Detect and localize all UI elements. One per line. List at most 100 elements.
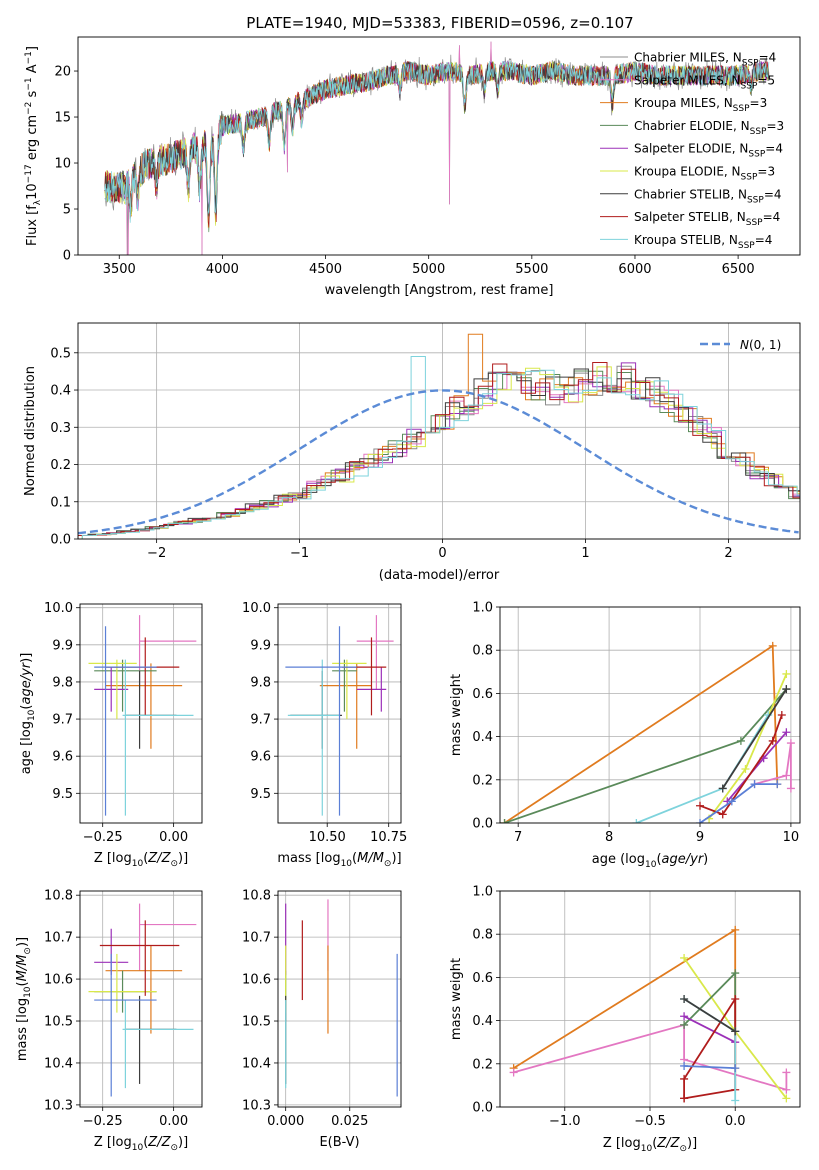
mass-vs-ebv-ytick-label: 10.7 bbox=[242, 931, 271, 946]
label-part: , N bbox=[729, 210, 746, 224]
label-part: ( bbox=[15, 981, 30, 986]
weight-vs-Z-xtick-label: −0.5 bbox=[634, 1114, 666, 1129]
label-part: 10 bbox=[641, 1144, 653, 1154]
spectrum-frame bbox=[77, 36, 801, 256]
mass-vs-Z-ytick-label: 10.4 bbox=[44, 1056, 73, 1071]
label-part: −1 bbox=[24, 51, 34, 64]
mass-vs-Z-ytick-label: 10.7 bbox=[44, 931, 73, 946]
mass-vs-Z-frame bbox=[79, 890, 203, 1108]
weight-vs-Z-point-marker bbox=[680, 1012, 689, 1021]
weight-vs-age-ytick-label: 0.2 bbox=[472, 773, 493, 788]
label-part: ( bbox=[143, 851, 148, 866]
weight-vs-Z-ytick-label: 1.0 bbox=[472, 885, 493, 900]
label-part: Z [log bbox=[603, 1136, 641, 1151]
age-vs-mass-ytick-label: 9.7 bbox=[250, 713, 271, 728]
weight-vs-Z-point-marker bbox=[731, 995, 740, 1003]
label-part: ( bbox=[352, 851, 357, 866]
weight-vs-age-series-line bbox=[699, 714, 783, 816]
label-part: ⊙ bbox=[170, 1143, 178, 1153]
residuals-ytick-label: 0.1 bbox=[50, 495, 71, 510]
spectrum-legend-nssp: , NSSP=4 bbox=[732, 142, 783, 160]
label-part: )] bbox=[687, 1136, 697, 1151]
mass-vs-ebv-ytick-label: 10.5 bbox=[242, 1015, 271, 1030]
weight-vs-age-point-marker bbox=[768, 641, 777, 650]
mass-vs-ebv-xtick-label: 0.025 bbox=[331, 1114, 368, 1129]
residuals-xtick-label: −2 bbox=[147, 546, 166, 561]
weight-vs-Z-xtick-label: −1.0 bbox=[549, 1114, 581, 1129]
weight-vs-age-point-marker bbox=[718, 784, 727, 793]
weight-vs-Z-ytick-label: 0.4 bbox=[472, 1014, 493, 1029]
mass-vs-Z-marks bbox=[88, 903, 197, 1097]
label-part: s bbox=[25, 90, 40, 101]
label-part: 10 bbox=[132, 1143, 144, 1153]
mass-vs-ebv-xlabel: E(B-V) bbox=[319, 1135, 359, 1150]
label-part: , N bbox=[732, 142, 749, 156]
label-part: M/M bbox=[357, 851, 384, 866]
label-part: ] bbox=[25, 46, 40, 51]
label-part: A bbox=[25, 64, 40, 77]
label-part: ( bbox=[652, 1136, 657, 1151]
weight-vs-Z-series-line bbox=[684, 1065, 736, 1069]
label-part: Z/Z bbox=[147, 1135, 171, 1150]
spectrum-line-kroupa-stelib bbox=[104, 60, 770, 223]
mass-vs-ebv-ytick-label: 10.4 bbox=[242, 1056, 271, 1071]
weight-vs-age-ytick-label: 0.6 bbox=[472, 687, 493, 702]
weight-vs-age-point-marker bbox=[741, 765, 750, 773]
weight-vs-Z-series-line bbox=[683, 998, 736, 1033]
weight-vs-age-series-line bbox=[699, 783, 778, 823]
spectrum-legend-label: Chabrier STELIB bbox=[634, 187, 730, 201]
age-vs-mass-xtick-label: 10.50 bbox=[309, 830, 346, 845]
age-vs-Z-panel: −0.25 0.009.59.69.79.89.910.0Z [log10(Z/Z… bbox=[19, 601, 203, 869]
spectrum-ytick-label: 0 bbox=[63, 249, 71, 264]
label-part: =5 bbox=[757, 73, 775, 87]
mass-vs-Z-xlabel: Z [log10(Z/Z⊙)] bbox=[94, 1135, 188, 1153]
residuals-ytick-label: 0.2 bbox=[50, 458, 71, 473]
weight-vs-age-xlabel: age (log10(age/yr) bbox=[592, 852, 709, 870]
label-part: SSP bbox=[742, 59, 759, 69]
mass-vs-Z-ytick-label: 10.6 bbox=[44, 973, 73, 988]
age-vs-mass-panel: 10.50 10.75 9.5 9.6 9.7 9.8 9.9 10.0 mass [log10… bbox=[242, 601, 407, 869]
weight-vs-Z-xlabel: Z [log10(Z/Z⊙)] bbox=[603, 1136, 697, 1154]
weight-vs-age-point-marker bbox=[786, 784, 795, 793]
normal-curve bbox=[78, 389, 799, 535]
label-part: SSP bbox=[738, 241, 755, 251]
residuals-frame bbox=[77, 322, 801, 540]
label-part: N bbox=[740, 338, 749, 352]
spectrum-ytick-label: 10 bbox=[54, 157, 71, 172]
label-part: =4 bbox=[764, 187, 782, 201]
age-vs-Z-ylabel: age [log10(age/yr)] bbox=[19, 653, 37, 775]
label-part: ( bbox=[19, 705, 34, 710]
residuals-xlabel: (data-model)/error bbox=[379, 568, 500, 583]
age-vs-mass-xtick-label: 10.75 bbox=[370, 830, 407, 845]
age-vs-mass-ytick-label: 10.0 bbox=[242, 601, 271, 616]
mass-vs-Z-xtick-label: 0.00 bbox=[159, 1114, 188, 1129]
residuals-xtick-label: −1 bbox=[290, 546, 309, 561]
label-part: age/yr bbox=[19, 661, 34, 704]
normal-legend-label: N(0, 1) bbox=[740, 338, 781, 352]
label-part: ( bbox=[656, 852, 661, 867]
spectrum-legend-nssp: , NSSP=4 bbox=[721, 233, 772, 251]
label-part: 10 bbox=[341, 859, 353, 869]
age-vs-mass-frame bbox=[277, 603, 402, 824]
mass-vs-ebv-frame bbox=[277, 890, 402, 1108]
label-part: =4 bbox=[759, 51, 777, 65]
weight-vs-Z-point-marker bbox=[509, 1068, 518, 1077]
age-vs-mass-ytick-label: 9.6 bbox=[250, 750, 271, 765]
weight-vs-Z-point-marker bbox=[731, 1096, 740, 1105]
residuals-ytick-label: 0.5 bbox=[50, 346, 71, 361]
residual-hist-chabrier-stelib bbox=[78, 368, 800, 536]
spectrum-xtick-label: 6000 bbox=[618, 262, 651, 277]
residuals-xtick-label: 2 bbox=[724, 546, 732, 561]
label-part: ( bbox=[143, 1135, 148, 1150]
weight-vs-age-ytick-label: 0.8 bbox=[472, 644, 493, 659]
weight-vs-age-point-marker bbox=[750, 780, 759, 789]
spectrum-legend-label: Chabrier MILES bbox=[634, 51, 725, 65]
label-part: mass [log bbox=[15, 998, 30, 1061]
label-part: ⊙ bbox=[23, 947, 33, 955]
weight-vs-age-series-line bbox=[504, 644, 779, 823]
figure-title: PLATE=1940, MJD=53383, FIBERID=0596, z=0… bbox=[246, 14, 633, 32]
weight-vs-age-xtick-label: 9 bbox=[696, 830, 704, 845]
residuals-marks bbox=[78, 333, 800, 539]
weight-vs-age-point-marker bbox=[696, 819, 704, 823]
weight-vs-Z-point-marker bbox=[782, 1085, 791, 1094]
